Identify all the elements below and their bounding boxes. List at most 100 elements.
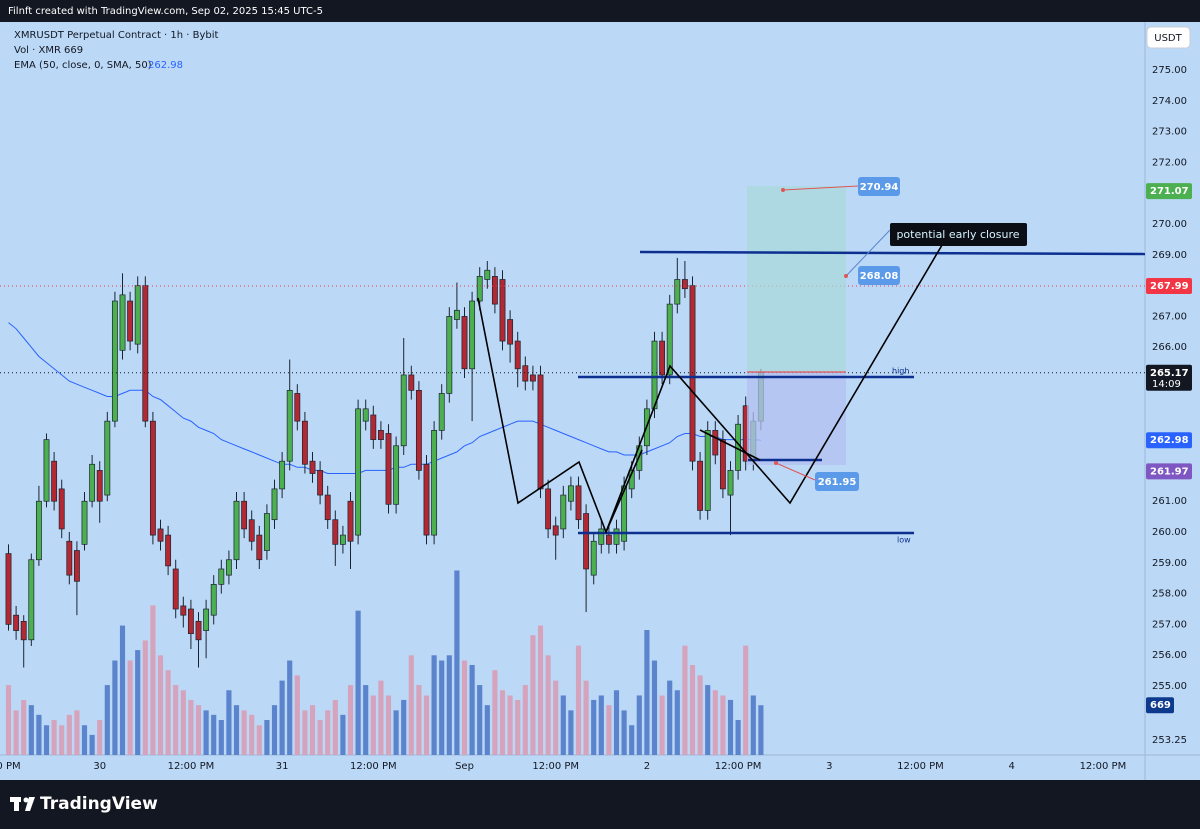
- legend-title: XMRUSDT Perpetual Contract · 1h · Bybit: [14, 30, 219, 41]
- volume-bar: [545, 655, 551, 755]
- volume-bar: [598, 695, 604, 755]
- volume-bar: [446, 655, 452, 755]
- candle-body: [332, 519, 339, 545]
- candle-body: [377, 430, 384, 440]
- volume-bar: [735, 720, 741, 755]
- label-box: [858, 266, 900, 285]
- volume-bar: [21, 699, 27, 755]
- volume-bar: [59, 725, 65, 755]
- legend-entry: Vol · XMR: [14, 45, 61, 56]
- x-tick-label: 3: [826, 761, 832, 772]
- volume-bar: [583, 680, 589, 755]
- volume-bar: [758, 705, 764, 755]
- volume-bar: [515, 699, 521, 755]
- candle-body: [704, 430, 711, 511]
- volume-bar: [294, 675, 300, 755]
- volume-bar: [674, 690, 680, 755]
- connector: [775, 462, 816, 481]
- volume-bar: [537, 625, 544, 755]
- x-tick-label: 4: [1009, 761, 1015, 772]
- volume-bar: [499, 690, 506, 755]
- candle-body: [51, 460, 58, 502]
- note-text: potential early closure: [896, 228, 1019, 241]
- candle-body: [81, 500, 88, 545]
- candle-body: [613, 528, 620, 545]
- candle-body: [674, 279, 681, 305]
- candle-body: [370, 414, 377, 440]
- volume-bar: [636, 695, 642, 755]
- y-tick-label: 274.00: [1152, 96, 1187, 107]
- volume-bar: [606, 705, 612, 755]
- candle-body: [248, 519, 255, 542]
- volume-bar: [454, 570, 460, 755]
- candle-body: [111, 300, 118, 422]
- candle-body: [317, 470, 324, 496]
- volume-bar: [256, 725, 262, 755]
- y-tick-label: 273.00: [1152, 127, 1187, 138]
- candle-body: [529, 374, 536, 382]
- volume-bar: [560, 695, 566, 755]
- price-badge-text: 265.17: [1150, 368, 1189, 379]
- candle-body: [286, 389, 293, 462]
- volume-bar: [423, 695, 430, 755]
- legend-value: 669: [64, 45, 83, 56]
- volume-bar: [43, 725, 50, 755]
- volume-bar: [203, 710, 209, 755]
- volume-bar: [112, 660, 118, 755]
- candle-body: [537, 374, 544, 490]
- candle-body: [583, 513, 590, 570]
- price-badge: [1146, 183, 1192, 200]
- candle-body: [104, 420, 111, 496]
- position-label: 261.95: [818, 477, 857, 488]
- volume-bar: [271, 705, 278, 755]
- position-label: 270.94: [860, 182, 899, 193]
- volume-bar: [469, 664, 475, 755]
- candle-body: [590, 540, 597, 576]
- x-tick-label: 12:00 PM: [168, 761, 215, 772]
- legend-value: 262.98: [148, 60, 183, 71]
- price-badge-text: 261.97: [1150, 466, 1189, 477]
- note-box: [890, 223, 1027, 246]
- header-bar: [0, 0, 1200, 22]
- candle-body: [522, 365, 529, 382]
- y-tick-label: 261.00: [1152, 496, 1187, 507]
- currency-label[interactable]: USDT: [1154, 33, 1182, 44]
- drawings: 270.94 268.08 261.95 potential early clo…: [477, 177, 1145, 545]
- candle-body: [89, 463, 96, 502]
- volume-bar: [484, 705, 490, 755]
- volume-bar: [431, 655, 437, 755]
- x-tick-label: 12:00 PM: [897, 761, 944, 772]
- candle-body: [43, 439, 50, 502]
- candle-body: [203, 608, 210, 631]
- candle-body: [142, 285, 149, 422]
- price-badge-text: 262.98: [1150, 435, 1189, 446]
- candle-body: [73, 550, 80, 582]
- volume-bar: [309, 705, 316, 755]
- volume-bar: [287, 660, 293, 755]
- candle-body: [605, 534, 612, 545]
- volume-bar: [249, 714, 255, 755]
- volume-bar: [142, 640, 148, 755]
- volume-bar: [81, 725, 88, 755]
- candle-body: [233, 500, 240, 561]
- volume-bar: [302, 710, 308, 755]
- volume-bar: [226, 690, 232, 755]
- y-tick-label: 267.00: [1152, 311, 1187, 322]
- candle-body: [575, 485, 582, 521]
- volume-bar: [613, 690, 620, 755]
- candle-body: [241, 500, 248, 530]
- volume-bar: [553, 680, 559, 755]
- candle-body: [96, 470, 103, 502]
- volume-bar: [195, 705, 202, 755]
- volume-bar: [157, 655, 164, 755]
- candle-body: [507, 319, 514, 345]
- y-tick-label: 260.00: [1152, 527, 1187, 538]
- currency-button[interactable]: [1146, 26, 1191, 49]
- connector-dot: [774, 461, 778, 465]
- candle-body: [218, 568, 225, 585]
- volume-bar: [279, 680, 285, 755]
- volume-bar: [89, 734, 95, 755]
- x-tick-label: 0 PM: [0, 761, 21, 772]
- candle-body: [545, 488, 552, 530]
